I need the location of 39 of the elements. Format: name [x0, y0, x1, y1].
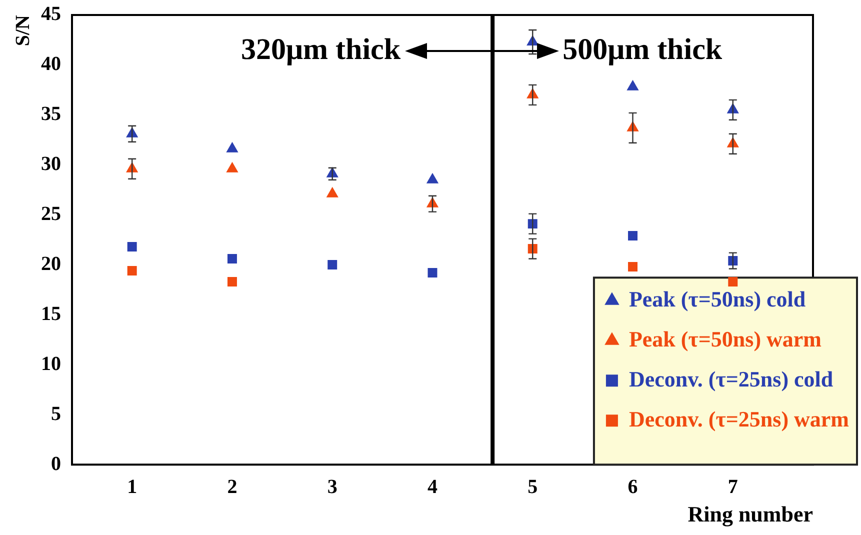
point [127, 242, 137, 252]
x-tick-label: 4 [427, 476, 438, 498]
x-tick-label: 7 [728, 476, 738, 498]
y-tick-label: 35 [41, 103, 61, 126]
y-tick-label: 0 [51, 452, 61, 475]
y-tick-label: 15 [41, 302, 61, 325]
y-tick-label: 5 [51, 402, 61, 425]
y-tick-label: 10 [41, 352, 61, 375]
y-tick-label: 40 [41, 53, 61, 76]
point [728, 277, 738, 287]
x-tick-label: 3 [327, 476, 338, 498]
legend-label: Peak (τ=50ns) warm [628, 326, 822, 352]
y-tick-label: 25 [41, 202, 61, 225]
y-tick-label: 30 [41, 153, 61, 176]
x-axis-title: Ring number [688, 501, 814, 526]
point [226, 142, 238, 152]
x-tick-label: 1 [127, 476, 138, 498]
y-tick-label: 20 [41, 252, 61, 275]
annotation: 320μm thick [241, 32, 401, 66]
x-tick-label: 2 [227, 476, 238, 498]
point [426, 173, 438, 184]
point [628, 262, 638, 272]
x-tick-label: 6 [628, 476, 638, 498]
point [127, 266, 137, 276]
point [326, 187, 338, 198]
legend-label: Deconv. (τ=25ns) cold [628, 366, 834, 392]
legend-label: Deconv. (τ=25ns) warm [628, 406, 850, 432]
point [428, 268, 438, 278]
y-axis-title: S/N [12, 14, 34, 46]
point [627, 80, 638, 90]
annotation: 500μm thick [562, 32, 722, 66]
point [226, 162, 238, 172]
y-tick-label: 45 [41, 3, 61, 26]
x-tick-label: 5 [528, 476, 538, 498]
point [227, 277, 237, 287]
point [227, 254, 237, 264]
point [328, 260, 338, 270]
point [628, 231, 638, 241]
legend-label: Peak (τ=50ns) cold [628, 286, 806, 312]
